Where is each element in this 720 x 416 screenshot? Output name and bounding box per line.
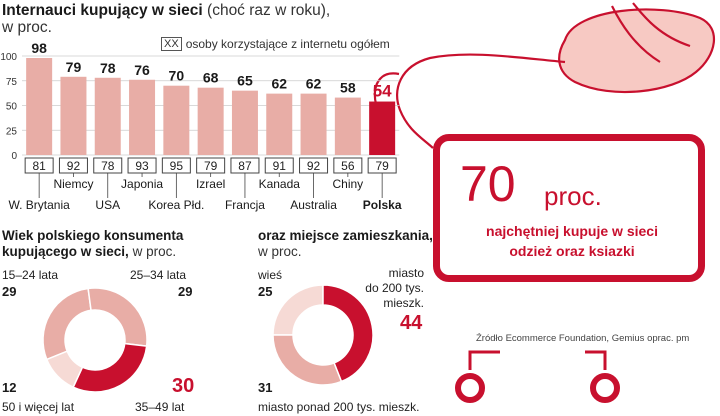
age-label-15-24: 15–24 lata: [2, 268, 59, 282]
category-label: Polska: [363, 198, 402, 212]
bar-value-label: 54: [373, 82, 392, 101]
callout-box: 70 proc. najchętniej kupuje w sieci odzi…: [433, 134, 705, 282]
age-chart-title: Wiek polskiego konsumenta kupującego w s…: [2, 228, 184, 259]
internet-users-value: 87: [238, 159, 252, 173]
place-chart-title: oraz miejsce zamieszkania, w proc.: [258, 228, 433, 259]
internet-users-value: 81: [32, 159, 46, 173]
age-label-35-49: 35–49 lat: [135, 400, 185, 414]
age-label-25-34: 25–34 lata: [130, 268, 187, 282]
bar-value-label: 68: [203, 70, 219, 86]
donut-slice: [272, 334, 343, 386]
age-value-15-24: 29: [2, 284, 17, 299]
bar-value-label: 65: [237, 73, 253, 89]
category-label: Francja: [225, 198, 265, 212]
age-value-35-49: 30: [172, 375, 195, 397]
bar-value-label: 70: [169, 68, 185, 84]
internet-users-value: 92: [307, 159, 321, 173]
donut-slice: [87, 287, 148, 347]
place-donut-chart: [272, 284, 374, 386]
internet-users-value: 79: [375, 159, 389, 173]
callout-text-line2: odzież oraz ksiazki: [509, 243, 635, 259]
place-value-wies: 25: [258, 284, 273, 299]
bar: [26, 57, 53, 156]
category-label: USA: [95, 198, 120, 212]
bar: [369, 101, 396, 155]
callout-number: 70: [460, 156, 516, 212]
bar-value-label: 76: [134, 62, 150, 78]
chart-title-note: (choć raz w roku),: [207, 2, 331, 19]
source-note: Źródło Ecommerce Foundation, Gemius opra…: [476, 333, 690, 344]
place-value-big-city: 31: [258, 380, 273, 395]
place-value-small-city: 44: [400, 312, 423, 334]
callout-text-line1: najchętniej kupuje w sieci: [486, 223, 658, 239]
donut-slice: [272, 284, 324, 336]
bar: [94, 77, 121, 155]
internet-users-value: 92: [67, 159, 81, 173]
bar: [163, 85, 190, 155]
bar: [60, 76, 87, 155]
category-label: W. Brytania: [8, 198, 70, 212]
internet-users-value: 56: [341, 159, 355, 173]
age-label-50plus: 50 i więcej lat: [2, 400, 75, 414]
donut-slice: [72, 342, 148, 393]
y-tick-label: 50: [6, 102, 18, 113]
age-value-50plus: 12: [2, 380, 17, 395]
y-tick-label: 0: [11, 151, 17, 162]
bar-value-label: 79: [66, 59, 82, 75]
chart-title: Internauci kupujący w sieci: [2, 2, 203, 19]
callout-text: najchętniej kupuje w sieci odzież oraz k…: [456, 221, 688, 261]
y-tick-label: 100: [0, 52, 17, 63]
internet-users-value: 91: [273, 159, 287, 173]
category-label: Niemcy: [53, 177, 93, 191]
bar: [231, 90, 258, 155]
legend-text: osoby korzystające z internetu ogółem: [185, 37, 390, 51]
bar: [197, 87, 224, 155]
category-label: Kanada: [259, 177, 301, 191]
bar-chart: 0 25 50 75 100 98 81 W. Brytania 79 92 Niemcy 78 78 U…: [0, 40, 402, 212]
age-donut-chart: [42, 287, 148, 393]
bar-value-label: 62: [306, 76, 322, 92]
bar: [334, 97, 361, 155]
category-label: Chiny: [333, 177, 364, 191]
bar: [129, 79, 156, 155]
place-label-big-city: miasto ponad 200 tys. mieszk.: [258, 400, 420, 414]
donut-slice: [42, 287, 92, 361]
internet-users-value: 95: [170, 159, 184, 173]
internet-users-value: 79: [204, 159, 218, 173]
category-label: Japonia: [121, 177, 163, 191]
y-tick-label: 25: [6, 126, 18, 137]
bar-value-label: 78: [100, 60, 116, 76]
category-label: Australia: [290, 198, 337, 212]
callout-unit: proc.: [544, 181, 602, 211]
internet-users-value: 93: [135, 159, 149, 173]
age-value-25-34: 29: [178, 284, 193, 299]
internet-users-value: 78: [101, 159, 115, 173]
place-label-small-city: miasto do 200 tys. mieszk.: [365, 266, 424, 310]
chart-subtitle: w proc.: [2, 19, 52, 36]
bar-value-label: 98: [31, 40, 47, 56]
legend: XX osoby korzystające z internetu ogółem: [161, 37, 390, 51]
category-label: Izrael: [196, 177, 225, 191]
chart-title-block: Internauci kupujący w sieci (choć raz w …: [2, 2, 330, 36]
donut-slice: [45, 350, 84, 389]
legend-box: XX: [161, 37, 182, 51]
category-label: Korea Płd.: [148, 198, 204, 212]
bar: [300, 93, 327, 155]
y-tick-label: 75: [6, 77, 18, 88]
bar-value-label: 58: [340, 80, 356, 96]
donut-slice: [322, 284, 374, 383]
place-label-wies: wieś: [258, 268, 283, 282]
bar: [266, 93, 293, 155]
bar-value-label: 62: [271, 76, 287, 92]
